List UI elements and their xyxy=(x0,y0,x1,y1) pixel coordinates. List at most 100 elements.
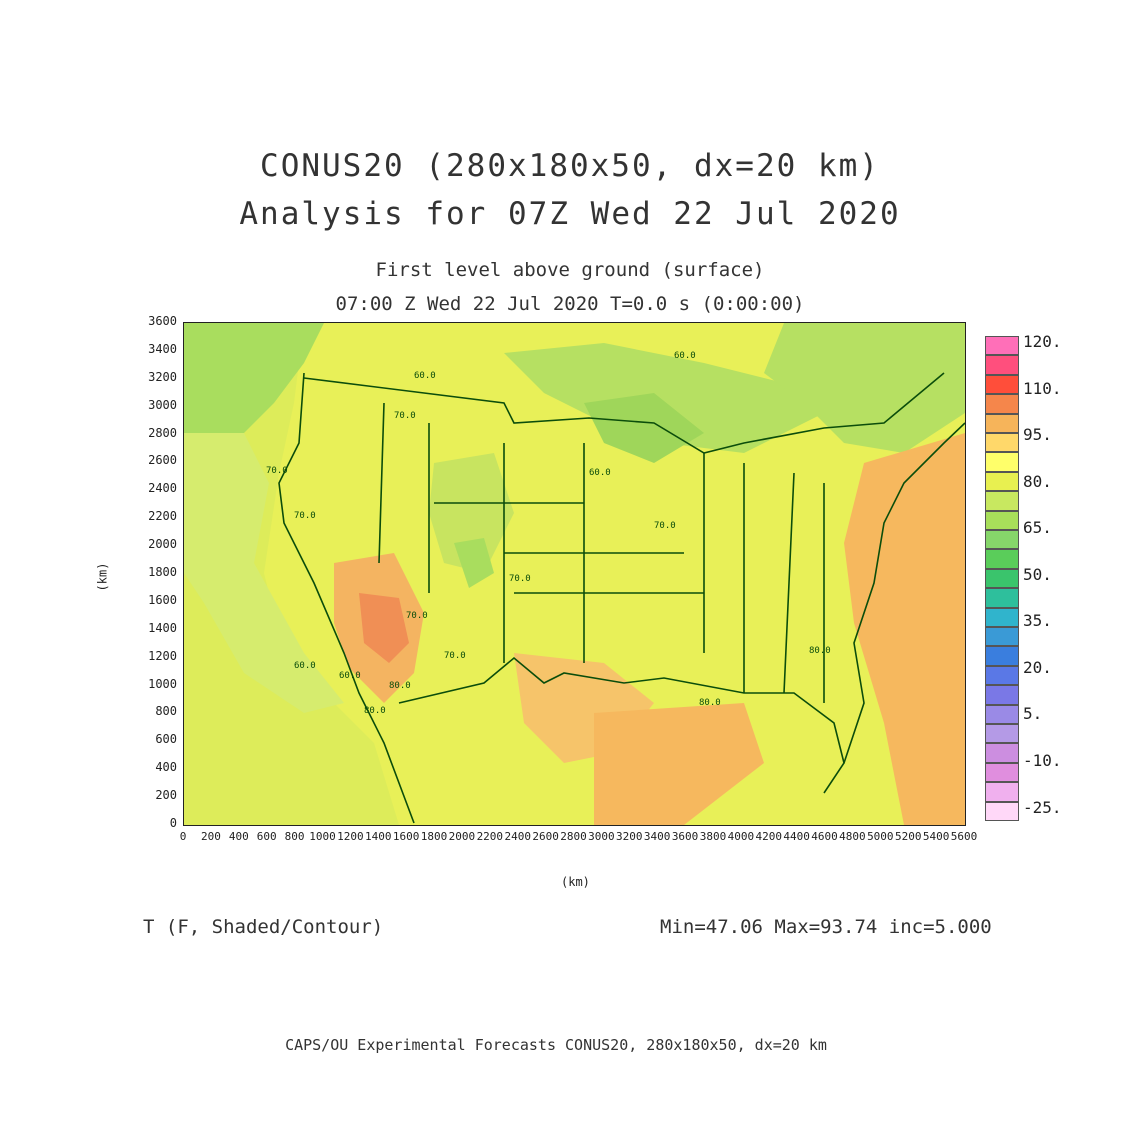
east-coast xyxy=(843,422,965,764)
x-tick-label: 2800 xyxy=(560,830,587,843)
y-tick-label: 2400 xyxy=(148,481,177,496)
x-tick-label: 3000 xyxy=(588,830,615,843)
rockies-cold-field xyxy=(454,538,494,588)
colorbar-swatch xyxy=(985,743,1019,763)
y-tick-label: 1000 xyxy=(148,676,177,691)
x-tick-label: 1800 xyxy=(420,830,448,843)
atlantic-warm-field xyxy=(844,433,965,825)
y-tick-label: 1400 xyxy=(148,620,177,635)
colorbar-label: 95. xyxy=(1023,425,1052,445)
y-tick-label: 200 xyxy=(155,788,177,803)
x-tick-label: 5400 xyxy=(922,830,950,843)
north-central-field xyxy=(504,343,824,453)
x-axis-label: (km) xyxy=(561,875,590,889)
x-tick-label: 3200 xyxy=(616,830,643,843)
x-tick-label: 5600 xyxy=(950,830,978,843)
variable-label: T (F, Shaded/Contour) xyxy=(143,916,384,938)
contour-label: 70.0 xyxy=(444,651,466,661)
colorbar-swatch xyxy=(985,355,1019,375)
x-tick-label: 1200 xyxy=(337,830,364,843)
x-tick-label: 4000 xyxy=(727,830,755,843)
colorbar-swatch xyxy=(985,413,1019,433)
contour-label: 70.0 xyxy=(266,466,288,476)
y-tick-label: 600 xyxy=(155,732,177,747)
y-tick-label: 2200 xyxy=(148,509,177,524)
x-tick-label: 3800 xyxy=(699,830,727,843)
contour-label: 70.0 xyxy=(509,574,531,584)
colorbar-swatch xyxy=(985,588,1019,608)
pacific-cool-field xyxy=(184,433,344,713)
subtitle-line-2: 07:00 Z Wed 22 Jul 2020 T=0.0 s (0:00:00… xyxy=(335,293,805,315)
y-tick-label: 1800 xyxy=(148,565,177,579)
colorbar-label: 120. xyxy=(1023,332,1062,351)
y-tick-label: 0 xyxy=(169,816,177,830)
rockies-cool-field xyxy=(429,453,514,573)
x-tick-label: 3400 xyxy=(643,830,671,843)
x-tick-label: 3600 xyxy=(671,830,699,843)
x-tick-label: 4600 xyxy=(811,830,838,843)
credit-line: CAPS/OU Experimental Forecasts CONUS20, … xyxy=(285,1036,827,1054)
colorbar-label: -10. xyxy=(1023,751,1062,771)
colorbar-swatch xyxy=(985,568,1019,589)
great-lakes-cool-field xyxy=(584,393,704,463)
x-tick-label: 5200 xyxy=(894,830,922,843)
colorbar-swatch xyxy=(985,549,1019,569)
field-stats: Min=47.06 Max=93.74 inc=5.000 xyxy=(660,916,992,938)
subtitle-line-1: First level above ground (surface) xyxy=(375,259,765,281)
contour-label: 80.0 xyxy=(809,646,831,656)
colorbar-swatch xyxy=(985,801,1019,821)
x-tick-label: 4800 xyxy=(839,830,866,843)
northeast-canada-field xyxy=(764,323,965,453)
colorbar-label: 80. xyxy=(1023,471,1052,491)
temperature-map: 70.0 70.0 70.0 70.0 70.0 70.0 70.0 60.0 … xyxy=(183,322,966,826)
contour-label: 60.0 xyxy=(674,351,696,361)
colorbar-label: 110. xyxy=(1023,378,1062,398)
x-tick-label: 4400 xyxy=(783,830,810,843)
contour-label: 80.0 xyxy=(364,706,386,716)
colorbar-swatch xyxy=(985,607,1019,627)
y-tick-label: 1200 xyxy=(148,648,177,663)
colorbar-swatch xyxy=(985,762,1019,783)
y-tick-label: 800 xyxy=(155,704,177,719)
contour-label: 80.0 xyxy=(699,698,721,708)
contour-label: 70.0 xyxy=(394,411,416,421)
contour-label: 60.0 xyxy=(339,671,361,681)
x-tick-label: 2000 xyxy=(448,830,476,843)
colorbar-label: 20. xyxy=(1023,657,1052,677)
colorbar-swatch xyxy=(985,510,1019,530)
x-tick-label: 400 xyxy=(228,830,249,843)
colorbar-swatch xyxy=(985,685,1019,705)
x-tick-label: 2400 xyxy=(504,830,531,843)
y-tick-label: 2600 xyxy=(148,453,177,468)
colorbar-swatch xyxy=(985,724,1019,744)
y-tick-label: 3200 xyxy=(148,369,177,384)
west-coast xyxy=(278,372,415,824)
y-tick-label: 3600 xyxy=(148,314,177,328)
x-tick-label: 2200 xyxy=(476,830,504,843)
southwest-hot-field xyxy=(359,593,409,663)
contour-label: 60.0 xyxy=(414,371,436,381)
colorbar-swatch xyxy=(985,374,1019,395)
x-tick-label: 200 xyxy=(200,830,221,843)
colorbar-swatch xyxy=(985,782,1019,802)
x-tick-label: 1400 xyxy=(365,830,392,843)
y-axis-label: (km) xyxy=(95,562,110,592)
southern-border xyxy=(398,656,845,794)
x-tick-label: 0 xyxy=(179,830,187,843)
gulf-warm-field xyxy=(594,703,764,825)
y-tick-label: 2000 xyxy=(148,537,177,552)
contour-labels: 70.0 70.0 70.0 70.0 70.0 70.0 70.0 60.0 … xyxy=(266,351,831,716)
colorbar-swatch xyxy=(985,627,1019,647)
y-tick-label: 1600 xyxy=(148,592,177,607)
y-tick-label: 3400 xyxy=(148,341,177,356)
colorbar-swatch xyxy=(985,704,1019,724)
y-tick-label: 3000 xyxy=(148,397,177,412)
colorbar-swatch xyxy=(985,471,1019,492)
northern-border xyxy=(303,372,945,454)
colorbar-label: 50. xyxy=(1023,564,1052,584)
y-tick-label: 2800 xyxy=(148,425,177,440)
colorbar-swatch xyxy=(985,646,1019,666)
x-tick-label: 2600 xyxy=(532,830,559,843)
northwest-cool-field xyxy=(184,323,324,433)
colorbar-swatch xyxy=(985,665,1019,686)
